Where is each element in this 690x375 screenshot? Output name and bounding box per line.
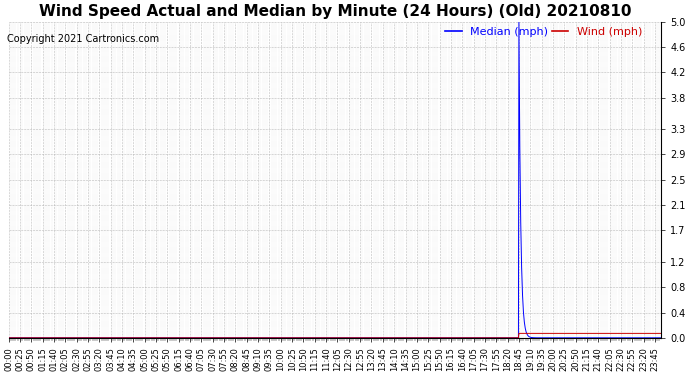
Title: Wind Speed Actual and Median by Minute (24 Hours) (Old) 20210810: Wind Speed Actual and Median by Minute (… (39, 4, 631, 19)
Median (mph) (657, 336, 665, 340)
Wind (mph) (522, 331, 531, 336)
Legend: Median (mph), Wind (mph): Median (mph), Wind (mph) (445, 27, 642, 37)
Median (mph) (522, 331, 531, 336)
Wind (mph) (223, 336, 231, 340)
Median (mph) (5, 336, 13, 340)
Wind (mph) (134, 336, 142, 340)
Wind (mph) (5, 336, 13, 340)
Median (mph) (515, 20, 523, 24)
Wind (mph) (515, 331, 523, 336)
Median (mph) (150, 336, 158, 340)
Wind (mph) (580, 331, 589, 336)
Line: Median (mph): Median (mph) (9, 22, 661, 338)
Line: Wind (mph): Wind (mph) (9, 333, 661, 338)
Wind (mph) (657, 331, 665, 336)
Median (mph) (134, 336, 142, 340)
Median (mph) (437, 336, 445, 340)
Median (mph) (223, 336, 231, 340)
Text: Copyright 2021 Cartronics.com: Copyright 2021 Cartronics.com (7, 34, 159, 44)
Wind (mph) (437, 336, 445, 340)
Median (mph) (580, 336, 589, 340)
Wind (mph) (150, 336, 158, 340)
